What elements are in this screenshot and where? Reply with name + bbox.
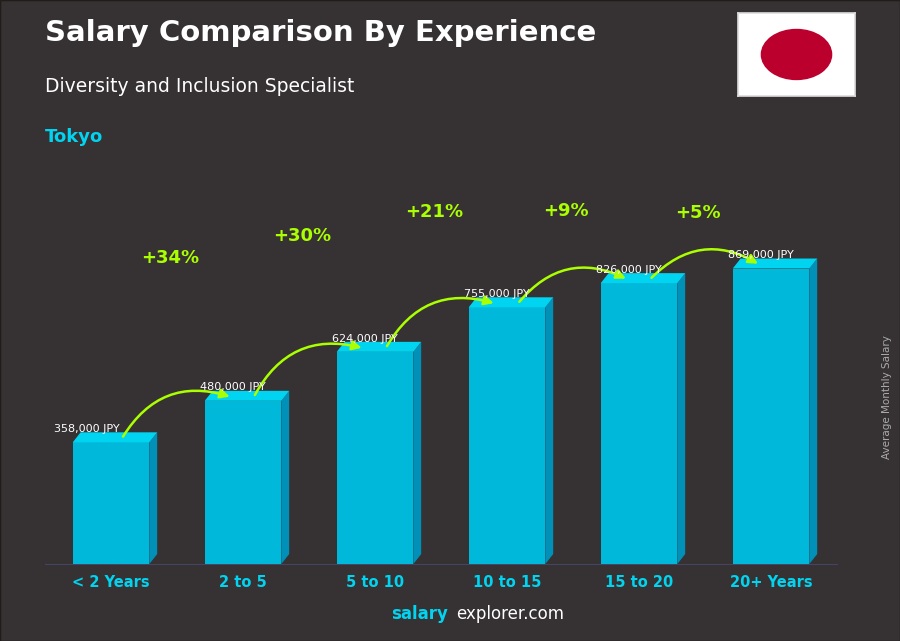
Text: Tokyo: Tokyo <box>45 128 104 146</box>
Text: +21%: +21% <box>405 203 464 221</box>
Polygon shape <box>545 297 554 564</box>
Polygon shape <box>149 432 158 564</box>
Polygon shape <box>600 273 685 283</box>
Text: 480,000 JPY: 480,000 JPY <box>200 383 266 392</box>
Text: 826,000 JPY: 826,000 JPY <box>596 265 662 275</box>
Polygon shape <box>678 273 685 564</box>
Text: salary: salary <box>392 605 448 623</box>
Polygon shape <box>337 342 421 352</box>
Bar <box>337 352 413 564</box>
Text: 755,000 JPY: 755,000 JPY <box>464 289 529 299</box>
Bar <box>600 283 678 564</box>
Text: +34%: +34% <box>141 249 200 267</box>
Polygon shape <box>809 258 817 564</box>
Text: Diversity and Inclusion Specialist: Diversity and Inclusion Specialist <box>45 77 355 96</box>
Text: +5%: +5% <box>676 204 721 222</box>
Text: Salary Comparison By Experience: Salary Comparison By Experience <box>45 19 596 47</box>
Polygon shape <box>282 391 289 564</box>
Bar <box>73 442 149 564</box>
Bar <box>733 269 809 564</box>
Bar <box>469 307 545 564</box>
Polygon shape <box>733 258 817 269</box>
Text: +9%: +9% <box>544 202 590 220</box>
Bar <box>204 401 282 564</box>
Text: 624,000 JPY: 624,000 JPY <box>331 333 397 344</box>
Text: 869,000 JPY: 869,000 JPY <box>727 250 793 260</box>
Polygon shape <box>73 432 158 442</box>
Polygon shape <box>469 297 554 307</box>
Text: +30%: +30% <box>274 227 331 245</box>
Polygon shape <box>413 342 421 564</box>
Circle shape <box>761 29 832 79</box>
Text: explorer.com: explorer.com <box>456 605 564 623</box>
Text: Average Monthly Salary: Average Monthly Salary <box>881 335 892 460</box>
Text: 358,000 JPY: 358,000 JPY <box>54 424 120 434</box>
Polygon shape <box>204 391 289 401</box>
